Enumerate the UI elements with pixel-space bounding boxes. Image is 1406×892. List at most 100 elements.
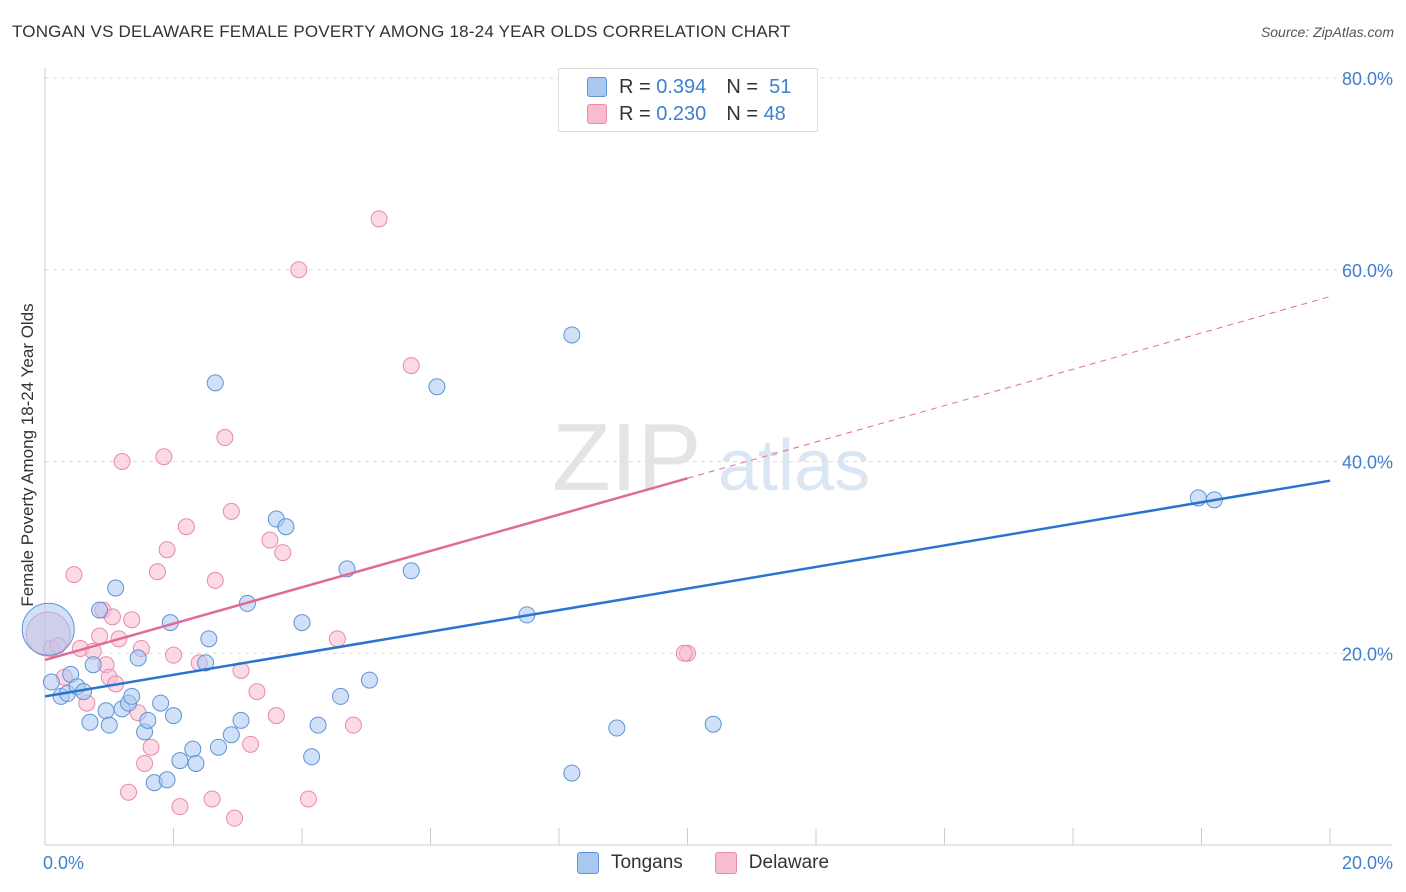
delaware-point <box>675 644 693 662</box>
tongans-point <box>402 562 420 580</box>
series-label-delaware: Delaware <box>748 852 830 873</box>
tongans-point <box>81 713 99 731</box>
tongans-point <box>428 378 446 396</box>
tongans-point <box>129 649 147 667</box>
tongans-points <box>21 326 1223 792</box>
source-credit: Source: ZipAtlas.com <box>1260 24 1394 40</box>
tongans-point <box>563 764 581 782</box>
y-tick-label: 80.0% <box>1342 69 1393 89</box>
y-axis-label: Female Poverty Among 18-24 Year Olds <box>18 303 37 607</box>
legend-swatch-tongans <box>587 77 607 97</box>
tongans-point <box>97 702 115 720</box>
legend-r-value-tongans: 0.394 <box>656 75 707 98</box>
delaware-point <box>328 630 346 648</box>
x-tick-label: 20.0% <box>1342 853 1393 873</box>
legend-n-value-delaware: 48 <box>763 102 786 125</box>
delaware-point <box>222 502 240 520</box>
series-legend-delaware: Delaware <box>714 852 830 874</box>
tongans-point <box>171 752 189 770</box>
delaware-point <box>261 531 279 549</box>
tongans-point <box>277 518 295 536</box>
y-tick-label: 60.0% <box>1342 261 1393 281</box>
delaware-point <box>203 790 221 808</box>
delaware-point <box>158 541 176 559</box>
legend-row-delaware: R = 0.230 N = 48 <box>559 101 786 127</box>
delaware-point <box>177 518 195 536</box>
series-swatch-tongans <box>576 852 599 874</box>
delaware-point <box>370 210 388 228</box>
tongans-point <box>608 719 626 737</box>
series-legend: Tongans Delaware <box>0 852 1406 874</box>
tongans-point <box>42 673 60 691</box>
delaware-point <box>267 707 285 725</box>
legend-n-value-tongans: 51 <box>769 75 792 98</box>
series-label-tongans: Tongans <box>610 852 683 873</box>
delaware-point <box>120 783 138 801</box>
series-legend-tongans: Tongans <box>576 852 683 874</box>
tongans-point <box>165 707 182 725</box>
chart-title: TONGAN VS DELAWARE FEMALE POVERTY AMONG … <box>12 22 791 41</box>
tongans-point <box>704 715 722 733</box>
legend-row-tongans: R = 0.394 N = 51 <box>559 74 791 100</box>
watermark-atlas: atlas <box>718 426 870 506</box>
tongans-point <box>232 711 250 729</box>
legend-swatch-delaware <box>587 104 607 124</box>
watermark: ZIP atlas <box>552 404 870 511</box>
tongans-point <box>107 579 125 597</box>
tongans-point <box>158 771 176 789</box>
x-tick-label: 0.0% <box>43 853 84 873</box>
delaware-point <box>123 611 141 629</box>
delaware-point <box>165 646 182 664</box>
legend-r-label: R = <box>619 75 651 98</box>
tongans-point <box>309 716 327 734</box>
delaware-point <box>274 544 292 562</box>
tongans-trend-line <box>44 479 1331 698</box>
tongans-point <box>332 687 350 705</box>
delaware-trend-extension <box>687 296 1331 479</box>
tongans-point <box>123 687 141 705</box>
tongans-point <box>91 601 109 619</box>
delaware-point <box>155 448 173 466</box>
tongans-point <box>139 711 157 729</box>
delaware-point <box>91 627 109 645</box>
delaware-point <box>113 453 131 470</box>
tongans-point <box>197 654 215 672</box>
delaware-points <box>25 210 696 827</box>
tongans-point <box>84 656 102 674</box>
delaware-point <box>248 683 266 701</box>
tongans-point <box>563 326 581 344</box>
delaware-point <box>344 716 362 734</box>
tongans-point <box>303 748 321 766</box>
legend-n-label: N = <box>726 75 758 98</box>
tongans-point <box>222 726 240 744</box>
delaware-trend-line <box>44 477 688 662</box>
series-swatch-delaware <box>714 852 737 874</box>
stats-legend: R = 0.394 N = 51 R = 0.230 N = 48 <box>558 68 818 132</box>
tongans-point <box>184 740 202 758</box>
tongans-point <box>152 694 170 712</box>
delaware-point <box>290 261 308 279</box>
delaware-point <box>206 571 224 589</box>
tongans-point <box>187 755 205 773</box>
legend-r-label: R = <box>619 102 651 125</box>
y-tick-label: 40.0% <box>1342 453 1393 473</box>
tick-labels: 20.0% 40.0% 60.0% 80.0% 0.0% 20.0% <box>43 69 1393 873</box>
tongans-point <box>21 602 75 656</box>
delaware-point <box>216 429 234 447</box>
axes <box>44 68 1392 846</box>
delaware-point <box>299 790 317 808</box>
watermark-zip: ZIP <box>552 404 701 511</box>
delaware-point <box>142 738 160 756</box>
tongans-point <box>200 630 218 648</box>
tongans-point <box>206 374 224 392</box>
legend-r-value-delaware: 0.230 <box>656 102 707 125</box>
delaware-point <box>171 798 189 816</box>
delaware-point <box>402 357 420 375</box>
delaware-point <box>136 755 154 773</box>
tongans-point <box>360 671 378 689</box>
tongans-point <box>209 738 227 756</box>
y-tick-label: 20.0% <box>1342 644 1393 664</box>
tongans-point <box>293 614 311 632</box>
delaware-point <box>242 735 260 753</box>
